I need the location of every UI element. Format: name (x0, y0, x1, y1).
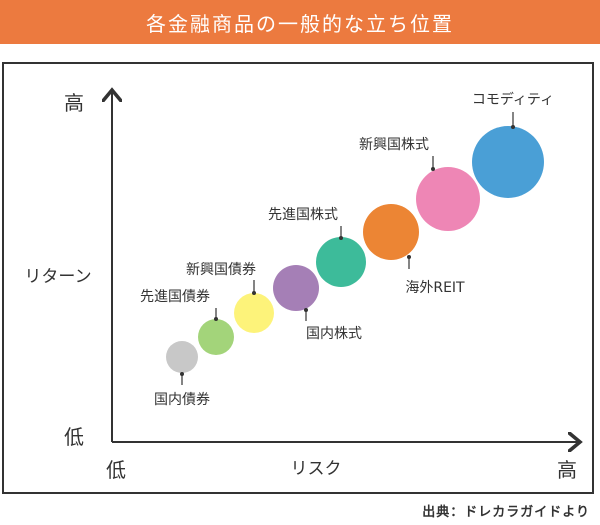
dot-domestic-stocks (304, 308, 308, 312)
dot-commodity (511, 125, 515, 129)
dot-emerging-stocks (431, 167, 435, 171)
bubble-developed-stocks (316, 237, 366, 287)
product-developed-stocks: 先進国株式 (268, 207, 366, 287)
x-axis-low-label: 低 (106, 458, 126, 482)
label-domestic-bonds: 国内債券 (154, 392, 210, 408)
bubble-overseas-reit (363, 204, 419, 260)
dot-developed-stocks (339, 236, 343, 240)
bubble-domestic-stocks (273, 265, 319, 311)
x-axis-high-label: 高 (557, 458, 577, 482)
bubble-commodity (472, 126, 544, 198)
y-axis-high-label: 高 (64, 91, 84, 115)
dot-emerging-bonds (252, 291, 256, 295)
product-commodity: コモディティ (472, 91, 554, 198)
label-commodity: コモディティ (472, 91, 554, 108)
bubble-emerging-stocks (416, 167, 480, 231)
x-axis-title: リスク (291, 459, 342, 479)
dot-developed-bonds (214, 317, 218, 321)
y-axis-title: リターン (24, 267, 91, 287)
bubble-emerging-bonds (234, 293, 274, 333)
label-emerging-bonds: 新興国債券 (186, 262, 256, 278)
diagram-frame (2, 62, 594, 494)
label-emerging-stocks: 新興国株式 (359, 137, 429, 153)
product-overseas-reit: 海外REIT (363, 204, 465, 296)
bubble-developed-bonds (198, 319, 234, 355)
label-developed-bonds: 先進国債券 (140, 289, 210, 305)
product-domestic-bonds: 国内債券 (154, 341, 210, 408)
label-overseas-reit: 海外REIT (405, 280, 465, 296)
product-domestic-stocks: 国内株式 (273, 265, 362, 342)
title-banner: 各金融商品の一般的な立ち位置 (0, 0, 600, 44)
product-emerging-bonds: 新興国債券 (186, 262, 274, 333)
dot-overseas-reit (407, 255, 411, 259)
y-axis-low-label: 低 (64, 425, 84, 449)
bubble-domestic-bonds (166, 341, 198, 373)
dot-domestic-bonds (180, 372, 184, 376)
page-title: 各金融商品の一般的な立ち位置 (146, 11, 454, 36)
label-domestic-stocks: 国内株式 (306, 326, 362, 342)
product-emerging-stocks: 新興国株式 (359, 137, 480, 231)
source-note: 出典：ドレカラガイドより (422, 505, 590, 520)
label-developed-stocks: 先進国株式 (268, 207, 338, 223)
product-developed-bonds: 先進国債券 (140, 289, 234, 355)
